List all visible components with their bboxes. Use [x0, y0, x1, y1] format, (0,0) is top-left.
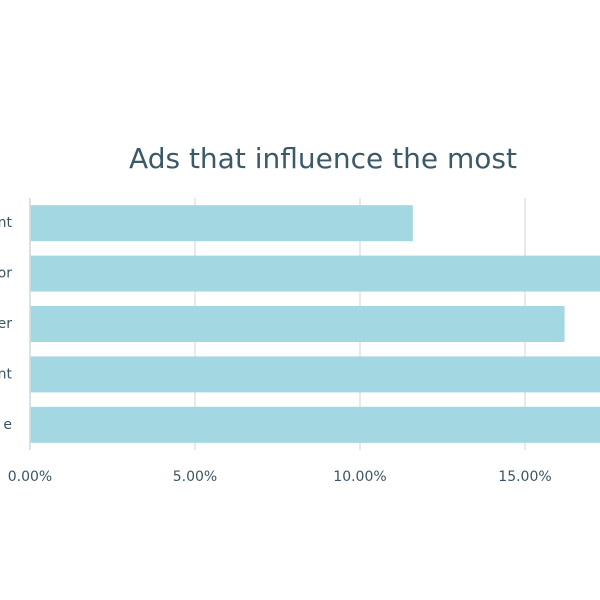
- x-tick-label: 0.00%: [8, 469, 52, 485]
- y-tick-label: or: [0, 266, 12, 282]
- y-tick-label: er: [0, 316, 12, 332]
- chart-title: Ads that influence the most: [129, 142, 517, 175]
- bar: [30, 406, 600, 443]
- x-tick-label: 5.00%: [173, 469, 217, 485]
- bar: [30, 255, 600, 292]
- bar: [30, 356, 600, 393]
- y-tick-label: nt: [0, 215, 12, 231]
- x-tick-label: 10.00%: [333, 469, 386, 485]
- y-tick-label: e: [3, 417, 12, 433]
- y-tick-label: nt: [0, 366, 12, 382]
- x-tick-label: 15.00%: [498, 469, 551, 485]
- bar: [30, 306, 565, 342]
- bar: [30, 205, 413, 242]
